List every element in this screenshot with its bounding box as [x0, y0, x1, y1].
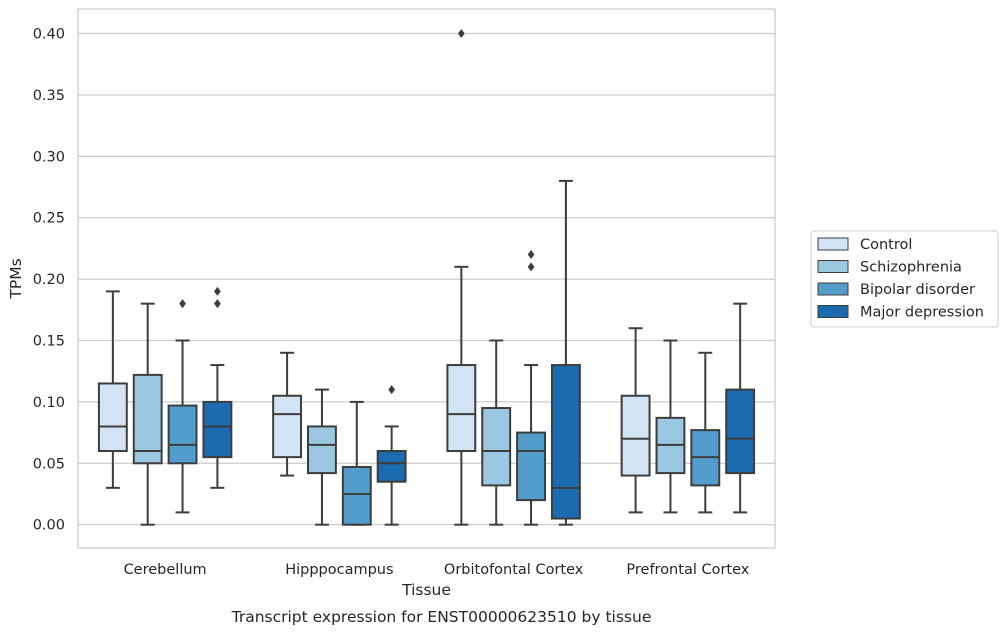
- box-3-0: [202, 286, 233, 489]
- box-2-0: [167, 299, 198, 514]
- box-iqr: [550, 364, 581, 520]
- x-axis-label: Tissue: [401, 581, 451, 599]
- box-iqr: [620, 394, 651, 477]
- legend-label: Control: [860, 237, 912, 253]
- boxes: [97, 29, 756, 526]
- y-tick-label: 0.35: [33, 88, 65, 104]
- box-iqr: [202, 400, 233, 459]
- legend-swatch: [817, 260, 849, 273]
- box-0-3: [620, 327, 651, 514]
- outlier-point: [457, 29, 465, 39]
- x-tick-label: Prefrontal Cortex: [626, 562, 749, 578]
- legend-frame: [810, 230, 999, 328]
- outlier-point: [179, 299, 186, 309]
- legend-swatch: [817, 237, 849, 251]
- chart-caption: Transcript expression for ENST0000062351…: [231, 608, 652, 626]
- legend-label: Bipolar disorder: [860, 282, 975, 298]
- legend-swatch: [817, 305, 849, 318]
- y-tick-label: 0.10: [33, 395, 65, 411]
- box-iqr: [481, 407, 512, 487]
- y-tick-label: 0.00: [33, 518, 65, 534]
- box-3-1: [376, 385, 407, 526]
- box-1-1: [307, 388, 337, 526]
- legend-label: Major depression: [860, 305, 984, 321]
- legend-label: Schizophrenia: [860, 260, 962, 276]
- legend: Control Schizophrenia Bipolar disorder Majo…: [810, 230, 999, 328]
- box-2-2: [516, 250, 546, 526]
- outlier-point: [527, 262, 535, 272]
- y-axis-label: TPMs: [7, 258, 25, 299]
- y-tick-label: 0.25: [33, 211, 65, 227]
- y-tick-label: 0.05: [33, 456, 65, 472]
- box-iqr: [376, 450, 407, 483]
- box-iqr: [725, 388, 756, 475]
- box-2-3: [690, 351, 721, 514]
- box-iqr: [341, 465, 372, 526]
- box-0-2: [446, 29, 477, 526]
- box-iqr: [132, 373, 163, 465]
- box-3-2: [550, 179, 581, 526]
- outlier-point: [214, 286, 221, 296]
- box-1-2: [481, 339, 512, 526]
- y-tick-label: 0.15: [33, 334, 65, 350]
- outlier-point: [527, 250, 535, 260]
- outlier-point: [214, 299, 221, 309]
- y-tick-label: 0.20: [33, 272, 65, 288]
- box-0-1: [272, 351, 303, 477]
- box-2-1: [341, 400, 372, 526]
- box-iqr: [272, 394, 303, 459]
- outlier-point: [388, 385, 396, 395]
- y-ticks: 0.00 0.05 0.10 0.15 0.20 0.25 0.30 0.35 0.40: [33, 27, 65, 534]
- box-iqr: [97, 382, 128, 453]
- box-iqr: [516, 431, 546, 502]
- x-tick-label: Cerebellum: [124, 562, 207, 578]
- x-tick-label: Hipppocampus: [285, 562, 393, 578]
- x-ticks: Cerebellum Hipppocampus Orbitofontal Corte…: [124, 562, 750, 578]
- box-1-0: [132, 302, 163, 526]
- box-0-0: [97, 290, 128, 489]
- y-tick-label: 0.30: [33, 149, 65, 165]
- box-iqr: [446, 364, 477, 453]
- y-tick-label: 0.40: [33, 27, 65, 43]
- legend-swatch: [817, 282, 849, 296]
- box-iqr: [167, 404, 198, 465]
- x-tick-label: Orbitofontal Cortex: [444, 562, 584, 578]
- box-1-3: [655, 339, 686, 514]
- box-iqr: [307, 425, 337, 475]
- plot-frame: [77, 8, 776, 549]
- box-3-3: [725, 302, 756, 514]
